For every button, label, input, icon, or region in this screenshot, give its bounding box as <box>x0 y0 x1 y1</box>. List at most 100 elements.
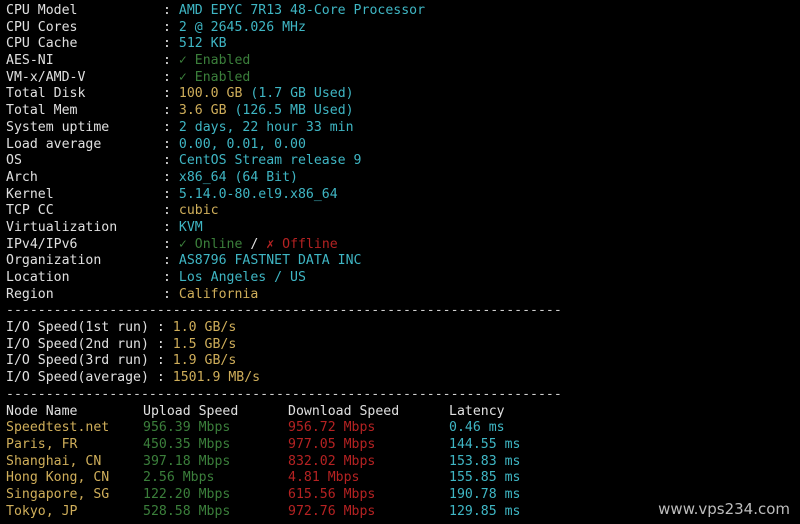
io-row: I/O Speed(2nd run) : 1.5 GB/s <box>6 337 566 354</box>
info-value: AMD EPYC 7R13 48-Core Processor <box>178 3 426 18</box>
info-label: Arch <box>6 169 38 185</box>
speed-table-header: Node Name Upload Speed Download Speed Laten… <box>6 404 566 421</box>
node-name: Hong Kong, CN <box>6 470 110 486</box>
header-node-name: Node Name <box>6 403 78 419</box>
speed-row: Hong Kong, CN 2.56 Mbps 4.81 Mbps 155.85 ms <box>6 470 566 487</box>
download-speed: 956.72 Mbps <box>288 420 376 436</box>
info-value: KVM <box>178 219 203 235</box>
info-value: 3.6 GB <box>178 103 227 119</box>
info-value: CentOS Stream release 9 <box>178 153 362 169</box>
info-value: AS8796 FASTNET DATA INC <box>178 253 362 269</box>
io-value: 1.9 GB/s <box>172 353 237 369</box>
colon: : <box>163 19 179 35</box>
latency: 153.83 ms <box>449 453 521 469</box>
io-speed-section: I/O Speed(1st run) : 1.0 GB/s I/O Speed(2… <box>6 320 566 387</box>
info-row: CPU Model: AMD EPYC 7R13 48-Core Process… <box>6 3 566 20</box>
info-row: Kernel: 5.14.0-80.el9.x86_64 <box>6 187 566 204</box>
io-row: I/O Speed(average) : 1501.9 MB/s <box>6 370 566 387</box>
info-value: 0.00, 0.01, 0.00 <box>178 136 306 152</box>
colon: : <box>163 53 179 69</box>
info-label: System uptime <box>6 119 110 135</box>
download-speed: 4.81 Mbps <box>288 470 360 486</box>
info-row: System uptime: 2 days, 22 hour 33 min <box>6 120 566 137</box>
io-row: I/O Speed(1st run) : 1.0 GB/s <box>6 320 566 337</box>
colon: : <box>148 353 173 369</box>
latency: 129.85 ms <box>449 503 521 519</box>
upload-speed: 956.39 Mbps <box>143 420 231 436</box>
header-download-speed: Download Speed <box>288 403 400 419</box>
io-label: I/O Speed(3rd run) <box>6 353 149 369</box>
info-label: Total Disk <box>6 86 86 102</box>
io-value: 1.5 GB/s <box>172 336 237 352</box>
info-row: Region: California <box>6 287 566 304</box>
node-name: Speedtest.net <box>6 420 110 436</box>
info-label: Region <box>6 286 54 302</box>
info-value: cubic <box>178 203 219 219</box>
info-value: ✓ Online <box>178 236 243 252</box>
info-value: Los Angeles / US <box>178 270 306 285</box>
info-value: ✓ Enabled <box>178 53 251 69</box>
divider: ----------------------------------------… <box>6 303 562 319</box>
colon: : <box>163 3 179 18</box>
info-value-secondary: (1.7 GB Used) <box>250 86 354 102</box>
latency: 155.85 ms <box>449 470 521 486</box>
node-name: Tokyo, JP <box>6 503 78 519</box>
info-label: CPU Cores <box>6 19 78 35</box>
info-value: 2 days, 22 hour 33 min <box>178 119 354 135</box>
info-row: Organization: AS8796 FASTNET DATA INC <box>6 253 566 270</box>
info-label: Virtualization <box>6 219 118 235</box>
info-row: Load average: 0.00, 0.01, 0.00 <box>6 137 566 154</box>
info-value: 2 @ 2645.026 MHz <box>178 19 306 35</box>
speed-row: Singapore, SG 122.20 Mbps 615.56 Mbps 190.7… <box>6 487 566 504</box>
colon: : <box>163 36 179 52</box>
info-label: Load average <box>6 136 102 152</box>
info-row: Location: Los Angeles / US <box>6 270 566 287</box>
info-row: CPU Cache: 512 KB <box>6 36 566 53</box>
info-label: OS <box>6 153 22 169</box>
colon: : <box>163 219 179 235</box>
info-row: AES-NI: ✓ Enabled <box>6 53 566 70</box>
io-label: I/O Speed(average) <box>6 370 149 386</box>
info-value: 5.14.0-80.el9.x86_64 <box>178 186 338 202</box>
io-value: 1.0 GB/s <box>172 320 237 336</box>
speed-row: Tokyo, JP 528.58 Mbps 972.76 Mbps 129.85 ms <box>6 504 566 521</box>
info-label: AES-NI <box>6 53 54 69</box>
colon: : <box>163 153 179 169</box>
download-speed: 832.02 Mbps <box>288 453 376 469</box>
io-value: 1501.9 MB/s <box>172 370 261 386</box>
info-label: TCP CC <box>6 203 54 219</box>
node-name: Paris, FR <box>6 436 78 452</box>
info-label: CPU Model <box>6 3 78 18</box>
info-row: OS: CentOS Stream release 9 <box>6 153 566 170</box>
speed-table: Speedtest.net 956.39 Mbps 956.72 Mbps 0.46 … <box>6 420 566 520</box>
info-value-secondary: ✗ Offline <box>266 236 338 252</box>
colon: : <box>163 136 179 152</box>
info-label: Location <box>6 270 70 285</box>
info-row: CPU Cores: 2 @ 2645.026 MHz <box>6 20 566 37</box>
speed-row: Shanghai, CN 397.18 Mbps 832.02 Mbps 153.83… <box>6 454 566 471</box>
node-name: Singapore, SG <box>6 486 110 502</box>
colon: : <box>163 236 179 252</box>
header-latency: Latency <box>449 403 505 419</box>
node-name: Shanghai, CN <box>6 453 102 469</box>
colon: : <box>163 69 179 85</box>
upload-speed: 397.18 Mbps <box>143 453 231 469</box>
info-row: Arch: x86_64 (64 Bit) <box>6 170 566 187</box>
upload-speed: 528.58 Mbps <box>143 503 231 519</box>
info-label: CPU Cache <box>6 36 78 52</box>
info-label: Total Mem <box>6 103 78 119</box>
terminal-output: CPU Model: AMD EPYC 7R13 48-Core Process… <box>6 3 566 520</box>
info-value: 100.0 GB <box>178 86 243 102</box>
divider: ----------------------------------------… <box>6 386 562 402</box>
colon: : <box>163 203 179 219</box>
colon: : <box>163 86 179 102</box>
speed-row: Paris, FR 450.35 Mbps 977.05 Mbps 144.55 ms <box>6 437 566 454</box>
info-value: 512 KB <box>178 36 227 52</box>
info-value-secondary: (126.5 MB Used) <box>234 103 354 119</box>
colon: : <box>163 119 179 135</box>
colon: : <box>163 103 179 119</box>
upload-speed: 450.35 Mbps <box>143 436 231 452</box>
info-value: California <box>178 286 259 302</box>
info-row: IPv4/IPv6: ✓ Online / ✗ Offline <box>6 237 566 254</box>
colon: : <box>148 336 173 352</box>
